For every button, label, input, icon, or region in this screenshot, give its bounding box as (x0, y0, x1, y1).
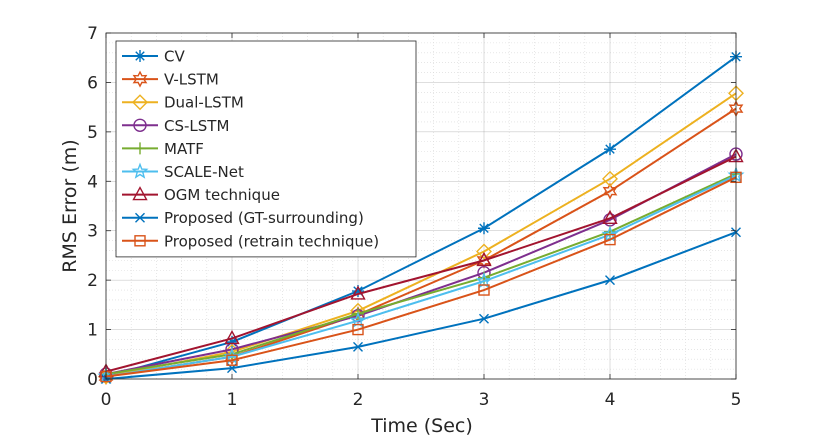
y-tick-label: 4 (87, 172, 98, 192)
series-layer (97, 50, 745, 386)
legend: CV V-LSTM Dual-LSTM CS-LSTM MATF SCALE-Net OGM… (115, 40, 417, 258)
triangle-marker (224, 329, 240, 345)
square-marker (352, 323, 364, 336)
x-marker (353, 341, 363, 352)
x-tick-label: 0 (101, 390, 112, 410)
legend-label: OGM technique (164, 186, 280, 204)
series-line (105, 231, 737, 380)
square-marker (226, 354, 238, 366)
legend-label: MATF (164, 140, 204, 158)
series-line (105, 55, 737, 378)
legend-label: SCALE-Net (164, 163, 244, 181)
x-tick-labels: 0 1 2 3 4 5 (101, 390, 742, 410)
square-marker (604, 233, 616, 246)
legend-box (115, 40, 417, 258)
legend-entry: Proposed (GT-surrounding) (122, 209, 364, 227)
axes-box (105, 32, 737, 380)
legend-entry: Dual-LSTM (122, 94, 244, 112)
legend-entry: MATF (122, 140, 204, 158)
pentagram-marker (601, 225, 619, 242)
asterisk-marker (226, 335, 238, 348)
axes-frame (105, 32, 737, 380)
asterisk-marker (478, 222, 490, 235)
asterisk-marker (604, 143, 616, 156)
legend-label: CV (164, 48, 185, 66)
circle-marker (133, 118, 147, 133)
hexagram-marker (602, 182, 618, 200)
legend-entry: Proposed (retrain technique) (122, 232, 379, 250)
series-line (105, 172, 737, 376)
legend-entry: CV (122, 48, 185, 66)
hexagram-marker (132, 70, 148, 88)
y-axis-label: RMS Error (m) (59, 139, 81, 272)
triangle-marker (476, 251, 492, 267)
legend-entry: CS-LSTM (122, 117, 229, 135)
y-tick-label: 1 (87, 321, 98, 341)
y-tick-label: 2 (87, 271, 98, 291)
x-marker (135, 212, 145, 223)
series-line (105, 92, 737, 378)
x-marker (479, 313, 489, 324)
plus-marker (134, 142, 146, 155)
x-tick-label: 2 (353, 390, 364, 410)
legend-label: CS-LSTM (164, 117, 229, 135)
x-tick-label: 5 (731, 390, 742, 410)
pentagram-marker (349, 311, 367, 328)
x-marker (605, 275, 615, 286)
y-tick-label: 6 (87, 73, 98, 93)
series-line (105, 155, 737, 373)
pentagram-marker (475, 272, 493, 289)
legend-entry: SCALE-Net (122, 162, 244, 181)
diamond-marker (602, 170, 618, 187)
y-tick-labels: 0 1 2 3 4 5 6 7 (87, 24, 98, 390)
series-ogm-technique (98, 148, 744, 378)
y-tick-label: 7 (87, 24, 98, 44)
triangle-marker (350, 285, 366, 300)
legend-entry: OGM technique (122, 186, 280, 204)
legend-label: Proposed (retrain technique) (164, 232, 379, 250)
legend-label: Proposed (GT-surrounding) (164, 209, 364, 227)
diamond-marker (476, 243, 492, 260)
series-line (105, 176, 737, 378)
legend-label: Dual-LSTM (164, 94, 244, 112)
y-tick-label: 0 (87, 370, 98, 390)
asterisk-marker (352, 285, 364, 298)
legend-entry: V-LSTM (122, 70, 219, 89)
x-tick-label: 4 (605, 390, 616, 410)
x-tick-label: 3 (479, 390, 490, 410)
triangle-marker (132, 186, 148, 201)
y-tick-label: 5 (87, 123, 98, 143)
triangle-marker (602, 209, 618, 225)
legend-label: V-LSTM (164, 71, 219, 89)
asterisk-marker (134, 50, 146, 62)
y-tick-label: 3 (87, 222, 98, 242)
square-marker (134, 235, 146, 247)
series-line (105, 174, 737, 378)
pentagram-marker (131, 162, 149, 179)
x-tick-label: 1 (227, 390, 238, 410)
square-marker (478, 284, 490, 296)
x-axis-label: Time (Sec) (370, 415, 473, 437)
diamond-marker (132, 94, 148, 111)
